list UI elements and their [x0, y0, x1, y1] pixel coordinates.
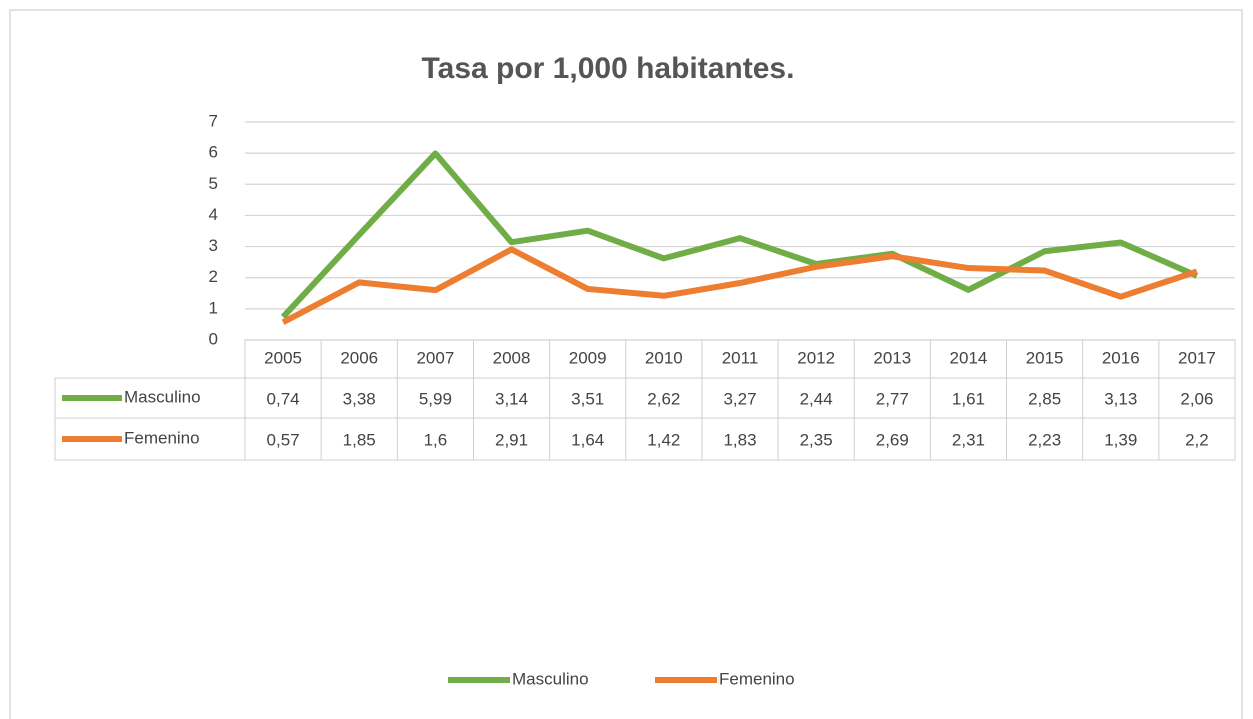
x-tick-label: 2017 [1178, 348, 1216, 367]
y-tick-label: 5 [209, 174, 218, 193]
table-value: 2,35 [800, 430, 833, 449]
table-value: 3,13 [1104, 389, 1137, 408]
table-value: 2,91 [495, 430, 528, 449]
x-tick-label: 2016 [1102, 348, 1140, 367]
table-value: 3,51 [571, 389, 604, 408]
table-value: 1,39 [1104, 430, 1137, 449]
table-value: 2,85 [1028, 389, 1061, 408]
table-value: 0,57 [267, 430, 300, 449]
series-line [281, 246, 1198, 325]
x-tick-label: 2011 [722, 348, 759, 367]
x-tick-label: 2006 [340, 348, 378, 367]
legend-label: Femenino [719, 669, 795, 688]
x-tick-label: 2012 [797, 348, 835, 367]
x-tick-label: 2014 [950, 348, 988, 367]
table-value: 1,6 [424, 430, 448, 449]
chart-title: Tasa por 1,000 habitantes. [422, 52, 795, 85]
table-value: 3,14 [495, 389, 528, 408]
table-value: 2,44 [800, 389, 833, 408]
table-value: 2,06 [1180, 389, 1213, 408]
y-tick-label: 7 [209, 111, 218, 130]
table-value: 5,99 [419, 389, 452, 408]
table-value: 2,69 [876, 430, 909, 449]
y-tick-label: 1 [209, 298, 218, 317]
y-tick-label: 4 [209, 205, 218, 224]
x-tick-label: 2007 [416, 348, 454, 367]
table-value: 1,61 [952, 389, 985, 408]
x-tick-label: 2008 [493, 348, 531, 367]
table-value: 2,62 [647, 389, 680, 408]
x-tick-label: 2009 [569, 348, 607, 367]
table-series-name: Femenino [124, 428, 200, 447]
y-tick-label: 2 [209, 267, 218, 286]
table-value: 1,42 [647, 430, 680, 449]
table-value: 2,31 [952, 430, 985, 449]
table-value: 1,64 [571, 430, 604, 449]
x-tick-label: 2010 [645, 348, 683, 367]
y-tick-label: 0 [209, 329, 218, 348]
x-tick-label: 2015 [1026, 348, 1064, 367]
table-value: 2,77 [876, 389, 909, 408]
x-tick-label: 2013 [873, 348, 911, 367]
y-tick-label: 6 [209, 143, 218, 162]
table-value: 0,74 [267, 389, 300, 408]
table-value: 2,23 [1028, 430, 1061, 449]
x-tick-label: 2005 [264, 348, 302, 367]
table-value: 2,2 [1185, 430, 1209, 449]
table-value: 3,38 [343, 389, 376, 408]
table-value: 1,83 [723, 430, 756, 449]
table-body-border [54, 377, 1236, 461]
table-value: 3,27 [723, 389, 756, 408]
table-series-name: Masculino [124, 387, 201, 406]
legend-label: Masculino [512, 669, 589, 688]
series-line [280, 150, 1199, 319]
table-value: 1,85 [343, 430, 376, 449]
y-tick-label: 3 [209, 236, 218, 255]
